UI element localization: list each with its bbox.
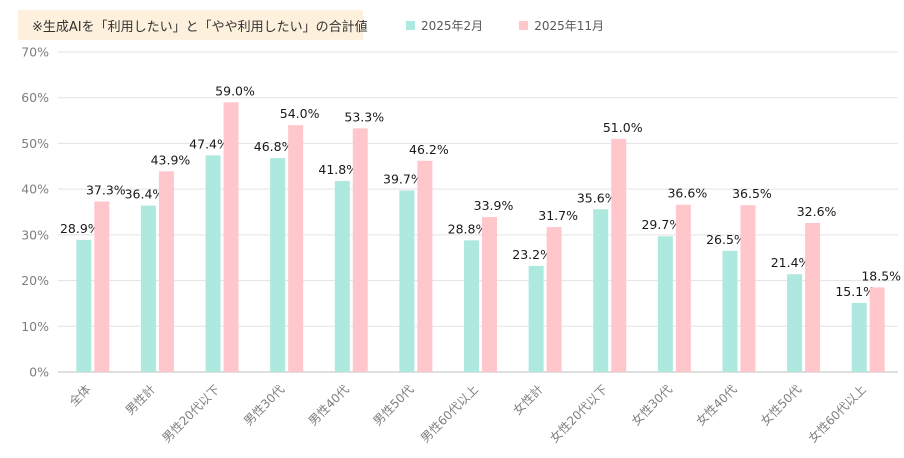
category-label: 男性20代以下 <box>160 382 223 445</box>
category-label: 男性計 <box>122 382 158 418</box>
bar-feb <box>334 180 350 372</box>
data-label-nov: 37.3% <box>86 182 126 197</box>
bar-nov <box>223 102 239 373</box>
y-tick-label: 10% <box>21 319 49 334</box>
category-label: 女性20代以下 <box>547 382 611 446</box>
data-label-feb: 28.9% <box>60 221 100 236</box>
category-label: 男性40代 <box>306 382 352 428</box>
bar-nov <box>869 287 885 372</box>
bar-nov <box>546 227 562 372</box>
data-label-nov: 53.3% <box>344 109 384 124</box>
bar-feb <box>787 274 803 372</box>
y-tick-label: 0% <box>29 365 49 380</box>
legend-label-nov: 2025年11月 <box>534 19 604 33</box>
bar-nov <box>94 201 110 372</box>
bar-nov <box>740 205 756 372</box>
category-label: 女性50代 <box>757 382 804 429</box>
category-label: 男性30代 <box>241 382 287 428</box>
category-label: 女性30代 <box>628 382 675 429</box>
legend-item-nov: 2025年11月 <box>519 17 604 34</box>
bar-feb <box>464 240 479 372</box>
chart-note-text: ※生成AIを「利用したい」と「やや利用したい」の合計値 <box>32 19 368 35</box>
legend-swatch-feb <box>406 21 415 30</box>
category-label: 男性60代以上 <box>418 382 481 445</box>
y-tick-label: 50% <box>21 136 49 151</box>
data-label-feb: 26.5% <box>706 232 746 247</box>
bar-feb <box>851 302 867 372</box>
bar-nov <box>482 217 497 372</box>
legend-swatch-nov <box>519 21 529 30</box>
bar-feb <box>140 205 156 372</box>
category-label: 男性50代 <box>370 382 416 428</box>
data-label-nov: 33.9% <box>474 198 514 213</box>
data-label-feb: 15.1% <box>835 284 875 299</box>
bar-feb <box>722 250 738 372</box>
bar-nov <box>611 138 627 372</box>
data-label-nov: 36.5% <box>732 186 772 201</box>
data-label-feb: 36.4% <box>125 187 165 202</box>
data-label-feb: 47.4% <box>189 136 229 151</box>
bar-nov <box>805 222 821 372</box>
category-label: 全体 <box>66 382 94 410</box>
chart-note: ※生成AIを「利用したい」と「やや利用したい」の合計値 <box>18 10 368 40</box>
data-label-nov: 18.5% <box>861 268 901 283</box>
y-tick-label: 20% <box>21 273 49 288</box>
legend-item-feb: 2025年2月 <box>406 17 483 34</box>
bar-nov <box>288 125 304 373</box>
legend: 2025年2月 2025年11月 <box>406 17 604 34</box>
data-label-feb: 41.8% <box>318 162 358 177</box>
data-label-nov: 32.6% <box>797 204 837 219</box>
y-tick-label: 40% <box>21 182 49 197</box>
data-label-feb: 46.8% <box>254 139 294 154</box>
bar-feb <box>657 236 673 372</box>
y-tick-label: 70% <box>21 45 49 60</box>
data-label-feb: 39.7% <box>383 172 423 187</box>
y-tick-label: 30% <box>21 227 49 242</box>
bar-feb <box>76 239 92 372</box>
data-label-feb: 35.6% <box>577 190 617 205</box>
bar-nov <box>158 171 174 372</box>
bar-nov <box>352 128 368 372</box>
data-label-nov: 46.2% <box>409 142 449 157</box>
bar-feb <box>593 209 609 372</box>
data-label-feb: 28.8% <box>448 221 488 236</box>
bar-feb <box>399 190 415 372</box>
bar-feb <box>205 155 221 372</box>
data-label-feb: 21.4% <box>771 255 811 270</box>
category-label: 女性60代以上 <box>805 382 869 446</box>
data-label-nov: 43.9% <box>151 152 191 167</box>
y-tick-label: 60% <box>21 90 49 105</box>
category-label: 女性40代 <box>693 382 740 429</box>
data-label-nov: 31.7% <box>538 208 578 223</box>
data-label-nov: 54.0% <box>280 106 320 121</box>
data-label-nov: 51.0% <box>603 120 643 135</box>
data-label-nov: 59.0% <box>215 83 255 98</box>
legend-label-feb: 2025年2月 <box>421 19 484 33</box>
bar-feb <box>270 158 286 372</box>
bar-feb <box>528 265 544 372</box>
bar-nov <box>417 160 433 372</box>
bar-nov <box>675 204 691 372</box>
data-label-nov: 36.6% <box>667 186 707 201</box>
data-label-feb: 23.2% <box>512 247 552 262</box>
data-label-feb: 29.7% <box>641 217 681 232</box>
category-label: 女性計 <box>510 382 546 418</box>
